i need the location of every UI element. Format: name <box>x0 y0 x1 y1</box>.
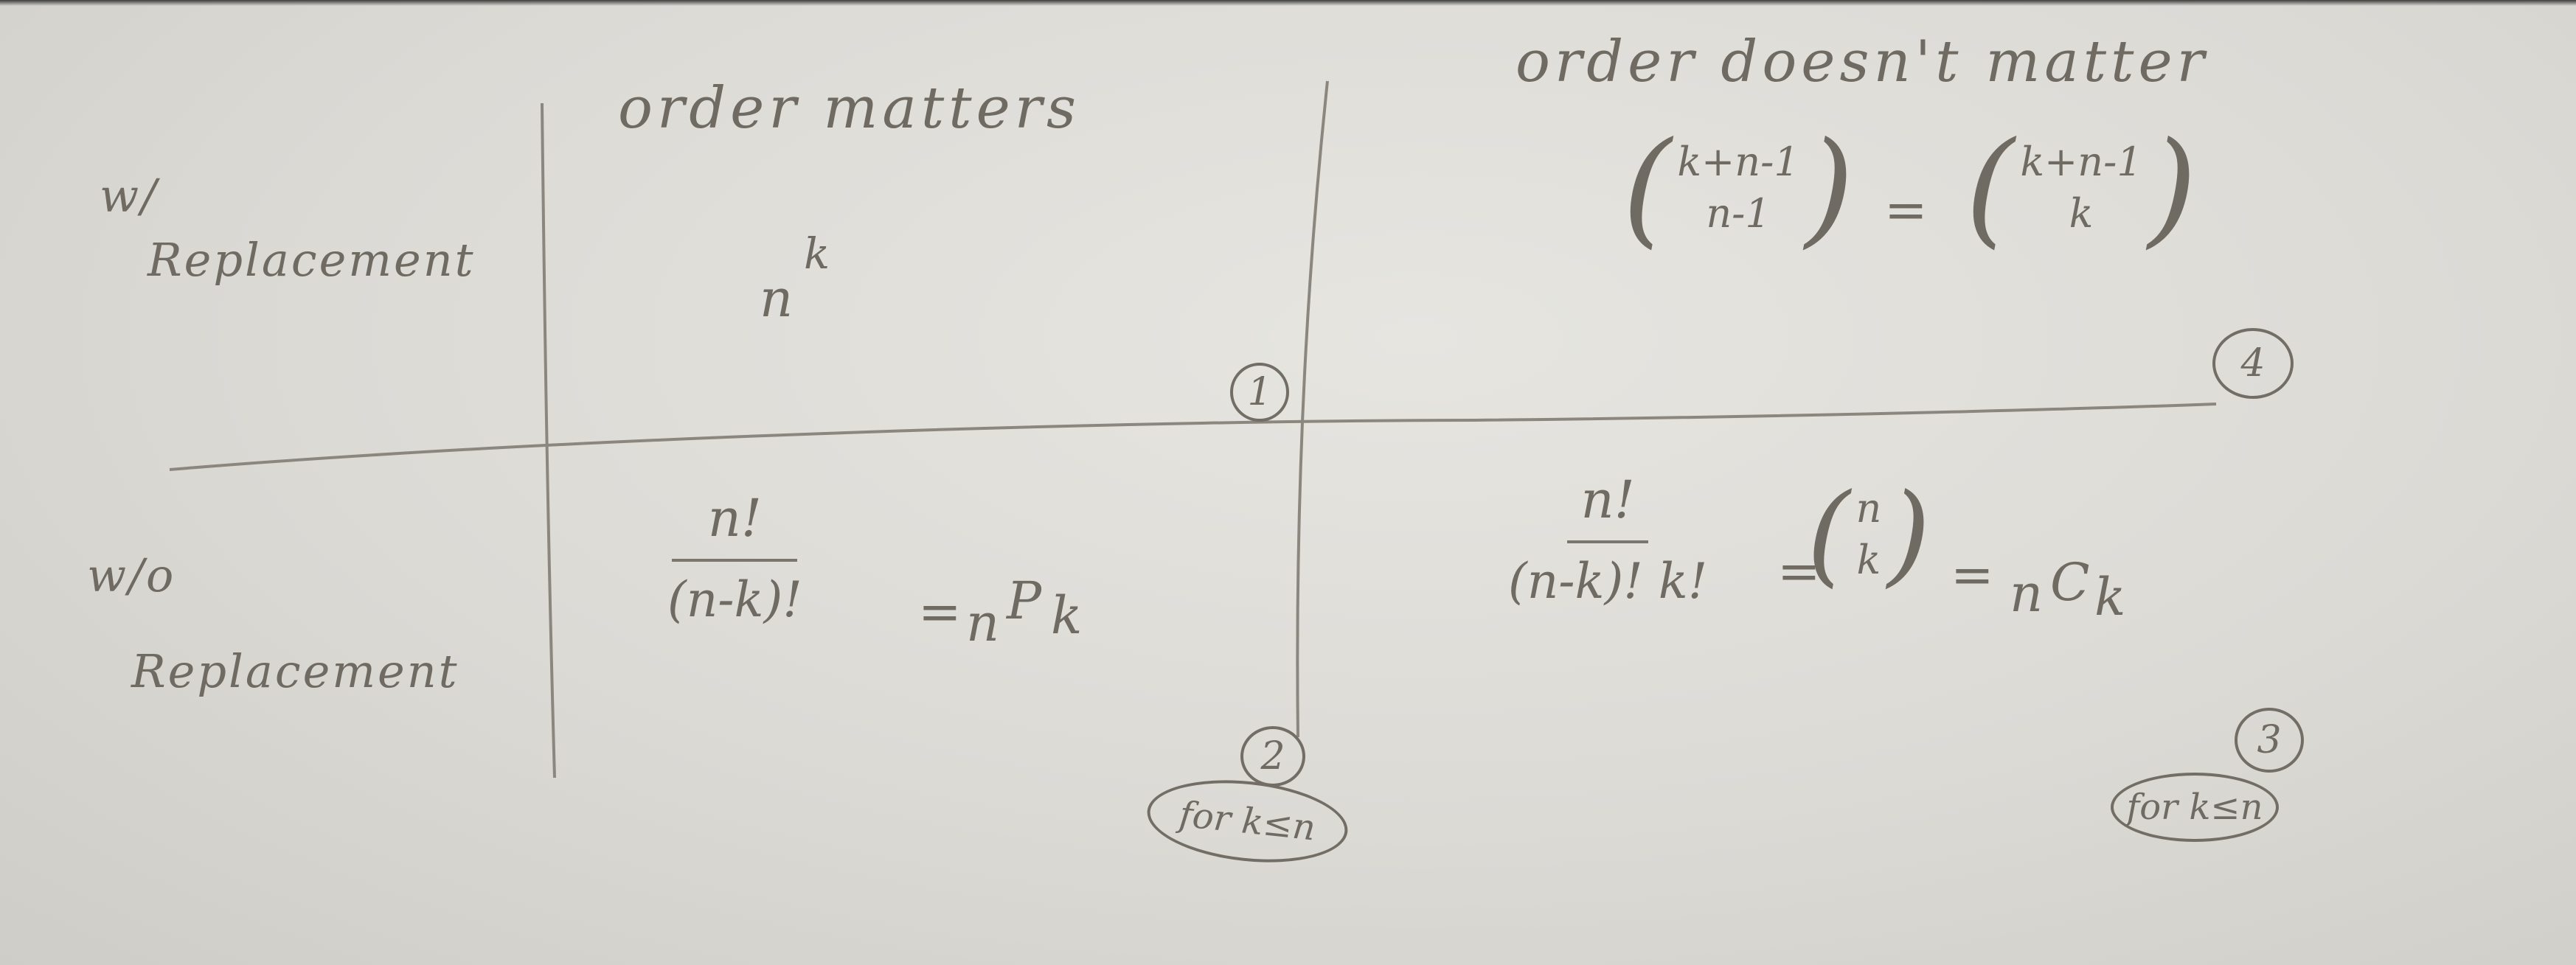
cell2-fraction: n! (n-k)! <box>667 490 802 627</box>
cell2-perm-P: P <box>1007 571 1042 631</box>
cell3-fraction: n! (n-k)! k! <box>1508 472 1707 609</box>
binom2-stack: k+n-1 k <box>2014 136 2148 240</box>
cell1-base: n <box>760 268 794 329</box>
cell3-comb-C: C <box>2050 552 2090 613</box>
binom2-top: k+n-1 <box>2020 138 2142 185</box>
cell4-binom2: ( k+n-1 k ) <box>1965 125 2197 251</box>
cell2-number: 2 <box>1240 726 1305 787</box>
cell3-condition-text: for k≤n <box>2126 787 2263 828</box>
cell1-number-text: 1 <box>1247 370 1272 414</box>
cell3-numerator: n! <box>1580 470 1635 530</box>
close-paren: ) <box>1887 470 1931 599</box>
cell2-perm-k: k <box>1051 585 1083 646</box>
cell2-denominator: (n-k)! <box>667 571 802 628</box>
cell3-equals2: = <box>1951 545 1994 605</box>
cell3-denominator: (n-k)! k! <box>1508 553 1708 610</box>
cell3-comb-n: n <box>2010 563 2044 624</box>
row-label-without: w/o <box>87 548 176 602</box>
cell2-equals: = <box>918 582 962 642</box>
close-paren: ) <box>2148 115 2198 261</box>
cell3-binom-stack: n k <box>1850 483 1888 586</box>
open-paren: ( <box>1807 470 1850 599</box>
cell4-number-text: 4 <box>2240 341 2266 386</box>
binom1-bottom: n-1 <box>1706 190 1771 237</box>
close-paren: ) <box>1805 115 1855 261</box>
cell1-exponent: k <box>804 229 830 279</box>
binom1-stack: k+n-1 n-1 <box>1671 136 1805 240</box>
paper-top-edge <box>0 0 2576 6</box>
cell1-number: 1 <box>1230 363 1289 422</box>
header-order-doesnt-matter: order doesn't matter <box>1516 29 2209 95</box>
cell2-numerator: n! <box>707 488 763 548</box>
cell2-fraction-bar <box>672 559 798 562</box>
cell3-condition: for k≤n <box>2111 773 2279 842</box>
binom2-bottom: k <box>2069 190 2094 237</box>
cell3-binom-top: n <box>1855 484 1882 532</box>
open-paren: ( <box>1965 115 2015 261</box>
horizontal-line <box>169 403 2217 471</box>
cell2-number-text: 2 <box>1260 734 1285 778</box>
cell4-equals: = <box>1884 180 1928 240</box>
cell3-binom: ( n k ) <box>1807 479 1931 590</box>
row-label-without-replacement: Replacement <box>131 644 459 698</box>
row-label-with: w/ <box>100 169 159 223</box>
cell3-binom-bottom: k <box>1856 537 1881 583</box>
vertical-line-middle <box>1296 80 1329 738</box>
cell3-number-text: 3 <box>2257 718 2282 762</box>
header-order-matters: order matters <box>618 75 1081 142</box>
cell3-fraction-bar <box>1567 540 1649 543</box>
cell3-equals1: = <box>1777 541 1821 602</box>
cell4-binom1: ( k+n-1 n-1 ) <box>1622 125 1854 251</box>
cell3-number: 3 <box>2235 708 2304 773</box>
row-label-with-replacement: Replacement <box>147 233 476 287</box>
cell2-perm-n: n <box>966 593 1000 653</box>
cell2-condition-text: for k≤n <box>1177 793 1318 849</box>
vertical-line-left <box>541 102 556 778</box>
cell4-number: 4 <box>2212 328 2294 399</box>
cell3-comb-k: k <box>2094 567 2126 627</box>
open-paren: ( <box>1622 115 1672 261</box>
binom1-top: k+n-1 <box>1677 138 1799 185</box>
